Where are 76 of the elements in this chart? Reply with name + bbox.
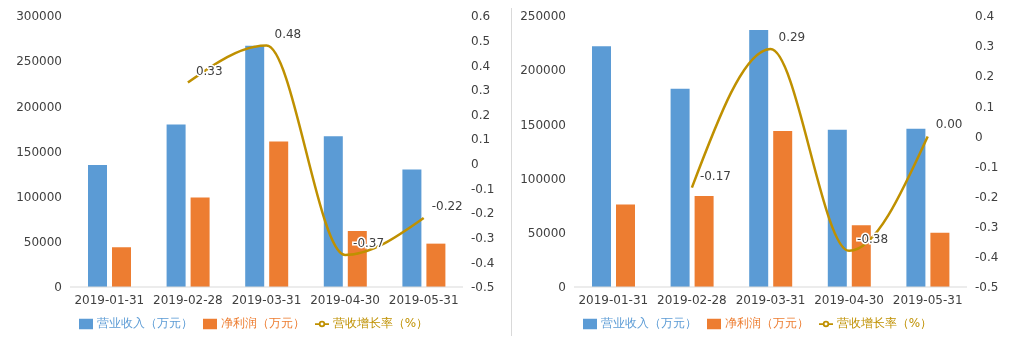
y2-tick-label: 0.2 <box>975 69 995 84</box>
data-label: 0.00 <box>935 117 963 132</box>
y2-tick-label: 0.4 <box>975 9 995 24</box>
x-tick-label: 2019-01-31 <box>578 292 649 307</box>
y2-tick-label: -0.5 <box>471 280 495 295</box>
bar <box>402 169 422 287</box>
bar <box>88 165 107 287</box>
bar <box>930 232 950 287</box>
y2-tick-label: -0.1 <box>471 181 495 196</box>
y2-tick-label: -0.4 <box>471 255 495 270</box>
y2-tick-label: 0 <box>471 157 479 172</box>
data-label: -0.17 <box>699 168 731 183</box>
data-label: 0.48 <box>274 26 302 41</box>
y-tick-label: 200000 <box>520 63 566 78</box>
y-tick-label: 250000 <box>16 54 62 69</box>
bar <box>245 45 265 287</box>
bar <box>670 88 690 287</box>
y-tick-label: 150000 <box>520 117 566 132</box>
y-tick-label: 100000 <box>16 189 62 204</box>
legend-label: 净利润（万元） <box>220 316 305 330</box>
y2-tick-label: -0.4 <box>975 250 999 265</box>
line-series <box>186 44 425 257</box>
y-tick-label: 150000 <box>16 144 62 159</box>
data-label: -0.22 <box>431 199 463 214</box>
legend-label: 营收增长率（%） <box>332 316 429 330</box>
bar <box>616 204 635 287</box>
y2-tick-label: -0.2 <box>471 206 495 221</box>
x-tick-label: 2019-03-31 <box>231 292 302 307</box>
bar <box>694 195 714 287</box>
y-tick-label: 300000 <box>16 9 62 24</box>
x-tick-label: 2019-04-30 <box>814 292 884 307</box>
x-tick-label: 2019-05-31 <box>388 292 459 307</box>
bar <box>827 129 847 287</box>
y2-tick-label: 0.3 <box>471 83 491 98</box>
y2-tick-label: 0.3 <box>975 39 995 54</box>
y-tick-label: 250000 <box>520 9 566 24</box>
bar <box>323 136 343 287</box>
legend-label: 营业收入（万元） <box>600 316 697 330</box>
y2-tick-label: 0.6 <box>471 9 491 24</box>
bar <box>269 141 289 287</box>
y-tick-label: 0 <box>54 280 62 295</box>
y2-tick-label: 0.4 <box>471 58 491 73</box>
y2-tick-label: -0.5 <box>975 280 999 295</box>
y2-tick-label: 0.1 <box>975 99 995 114</box>
bar <box>906 128 926 287</box>
x-tick-label: 2019-01-31 <box>74 292 145 307</box>
y2-tick-label: 0.1 <box>471 132 491 147</box>
bar <box>426 243 446 287</box>
y-tick-label: 100000 <box>520 171 566 186</box>
y-tick-label: 0 <box>558 280 566 295</box>
y-tick-label: 50000 <box>23 235 62 250</box>
bar <box>166 124 186 287</box>
bar <box>112 247 131 287</box>
data-label: 0.29 <box>778 30 806 45</box>
bar <box>592 46 611 287</box>
legend-label: 净利润（万元） <box>724 316 809 330</box>
bar <box>190 197 210 287</box>
y-tick-label: 200000 <box>16 99 62 114</box>
legend-label: 营业收入（万元） <box>96 316 193 330</box>
y2-tick-label: -0.2 <box>975 189 999 204</box>
y2-tick-label: 0.5 <box>471 33 491 48</box>
legend-label: 营收增长率（%） <box>836 316 933 330</box>
bar <box>749 30 769 287</box>
y2-tick-label: -0.1 <box>975 159 999 174</box>
x-tick-label: 2019-02-28 <box>153 292 223 307</box>
x-tick-label: 2019-04-30 <box>310 292 380 307</box>
y2-tick-label: -0.3 <box>471 230 495 245</box>
line-series <box>690 47 929 253</box>
x-tick-label: 2019-02-28 <box>657 292 727 307</box>
x-tick-label: 2019-05-31 <box>892 292 963 307</box>
y2-tick-label: 0.2 <box>471 107 491 122</box>
x-tick-label: 2019-03-31 <box>735 292 806 307</box>
bar <box>773 130 793 287</box>
y2-tick-label: 0 <box>975 129 983 144</box>
y-tick-label: 50000 <box>527 226 566 241</box>
y2-tick-label: -0.3 <box>975 220 999 235</box>
